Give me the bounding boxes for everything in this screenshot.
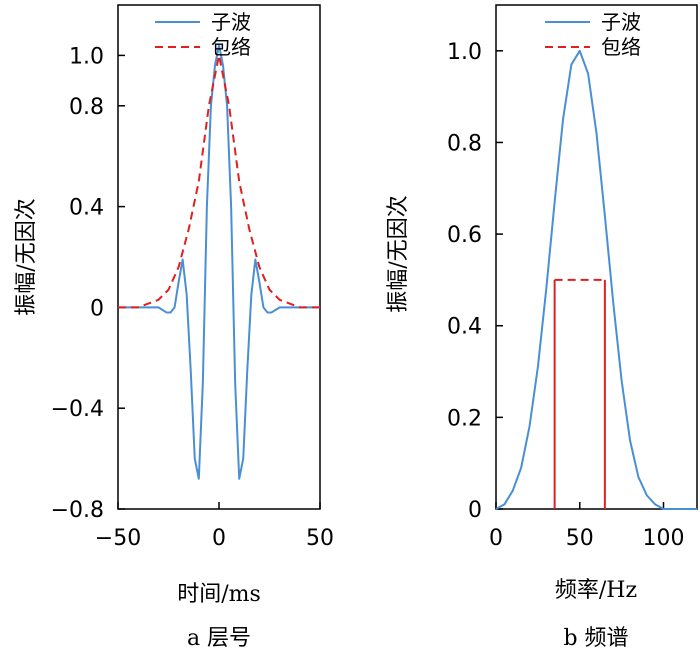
- panel-a-ytick-label: 0.8: [69, 95, 104, 120]
- panel-a-series: [118, 44, 320, 480]
- panel-a-ytick-label: 0.4: [69, 196, 104, 221]
- panel-a-legend-label: 子波: [211, 10, 251, 34]
- panel-b-series: [495, 49, 697, 510]
- panel-a-envelope-line: [118, 54, 320, 309]
- panel-a-wavelet-line: [118, 44, 320, 480]
- panel-a-ytick-label: 0: [90, 296, 104, 321]
- panel-b-ticks: 0 0.2 0.4 0.6 0.8 1.0 0 50 100: [447, 40, 685, 551]
- panel-b-legend-label: 子波: [601, 10, 641, 34]
- panel-b-caption: b 频谱: [563, 626, 628, 651]
- panel-b-ytick-label: 0.8: [447, 131, 482, 156]
- panel-a-xlabel: 时间/ms: [177, 582, 261, 607]
- panel-b-wavelet-line: [495, 49, 697, 510]
- panel-b-ytick-label: 0: [468, 498, 482, 523]
- panel-a-frame: [117, 4, 321, 510]
- panel-a-ticks: −0.8 −0.4 0 0.4 0.8 1.0 −50 0 50: [51, 44, 334, 551]
- panel-a-legend-label: 包络: [211, 35, 251, 59]
- panel-b-legend-label: 包络: [601, 35, 641, 59]
- panel-b-ytick-label: 0.4: [447, 315, 482, 340]
- panel-b-xtick-label: 100: [643, 526, 685, 551]
- panel-b-xlabel: 频率/Hz: [555, 578, 637, 603]
- panel-a-caption: a 层号: [187, 626, 251, 651]
- panel-a-xtick-label: 0: [212, 526, 226, 551]
- panel-b-ylabel: 振幅/无因次: [386, 195, 411, 312]
- panel-a-ytick-label: 1.0: [69, 44, 104, 69]
- panel-b-xtick-label: 0: [489, 526, 503, 551]
- panel-a-ytick-label: −0.4: [51, 397, 104, 422]
- panel-a-xtick-label: −50: [95, 526, 141, 551]
- panel-b-xtick-label: 50: [566, 526, 594, 551]
- panel-b-ytick-label: 0.6: [447, 223, 482, 248]
- panel-a-ylabel: 振幅/无因次: [14, 198, 39, 315]
- panel-b-frame: [495, 4, 698, 510]
- panel-b-ytick-label: 1.0: [447, 40, 482, 65]
- panel-b-ytick-label: 0.2: [447, 406, 482, 431]
- panel-a-xtick-label: 50: [306, 526, 334, 551]
- panel-a-ytick-label: −0.8: [51, 498, 104, 523]
